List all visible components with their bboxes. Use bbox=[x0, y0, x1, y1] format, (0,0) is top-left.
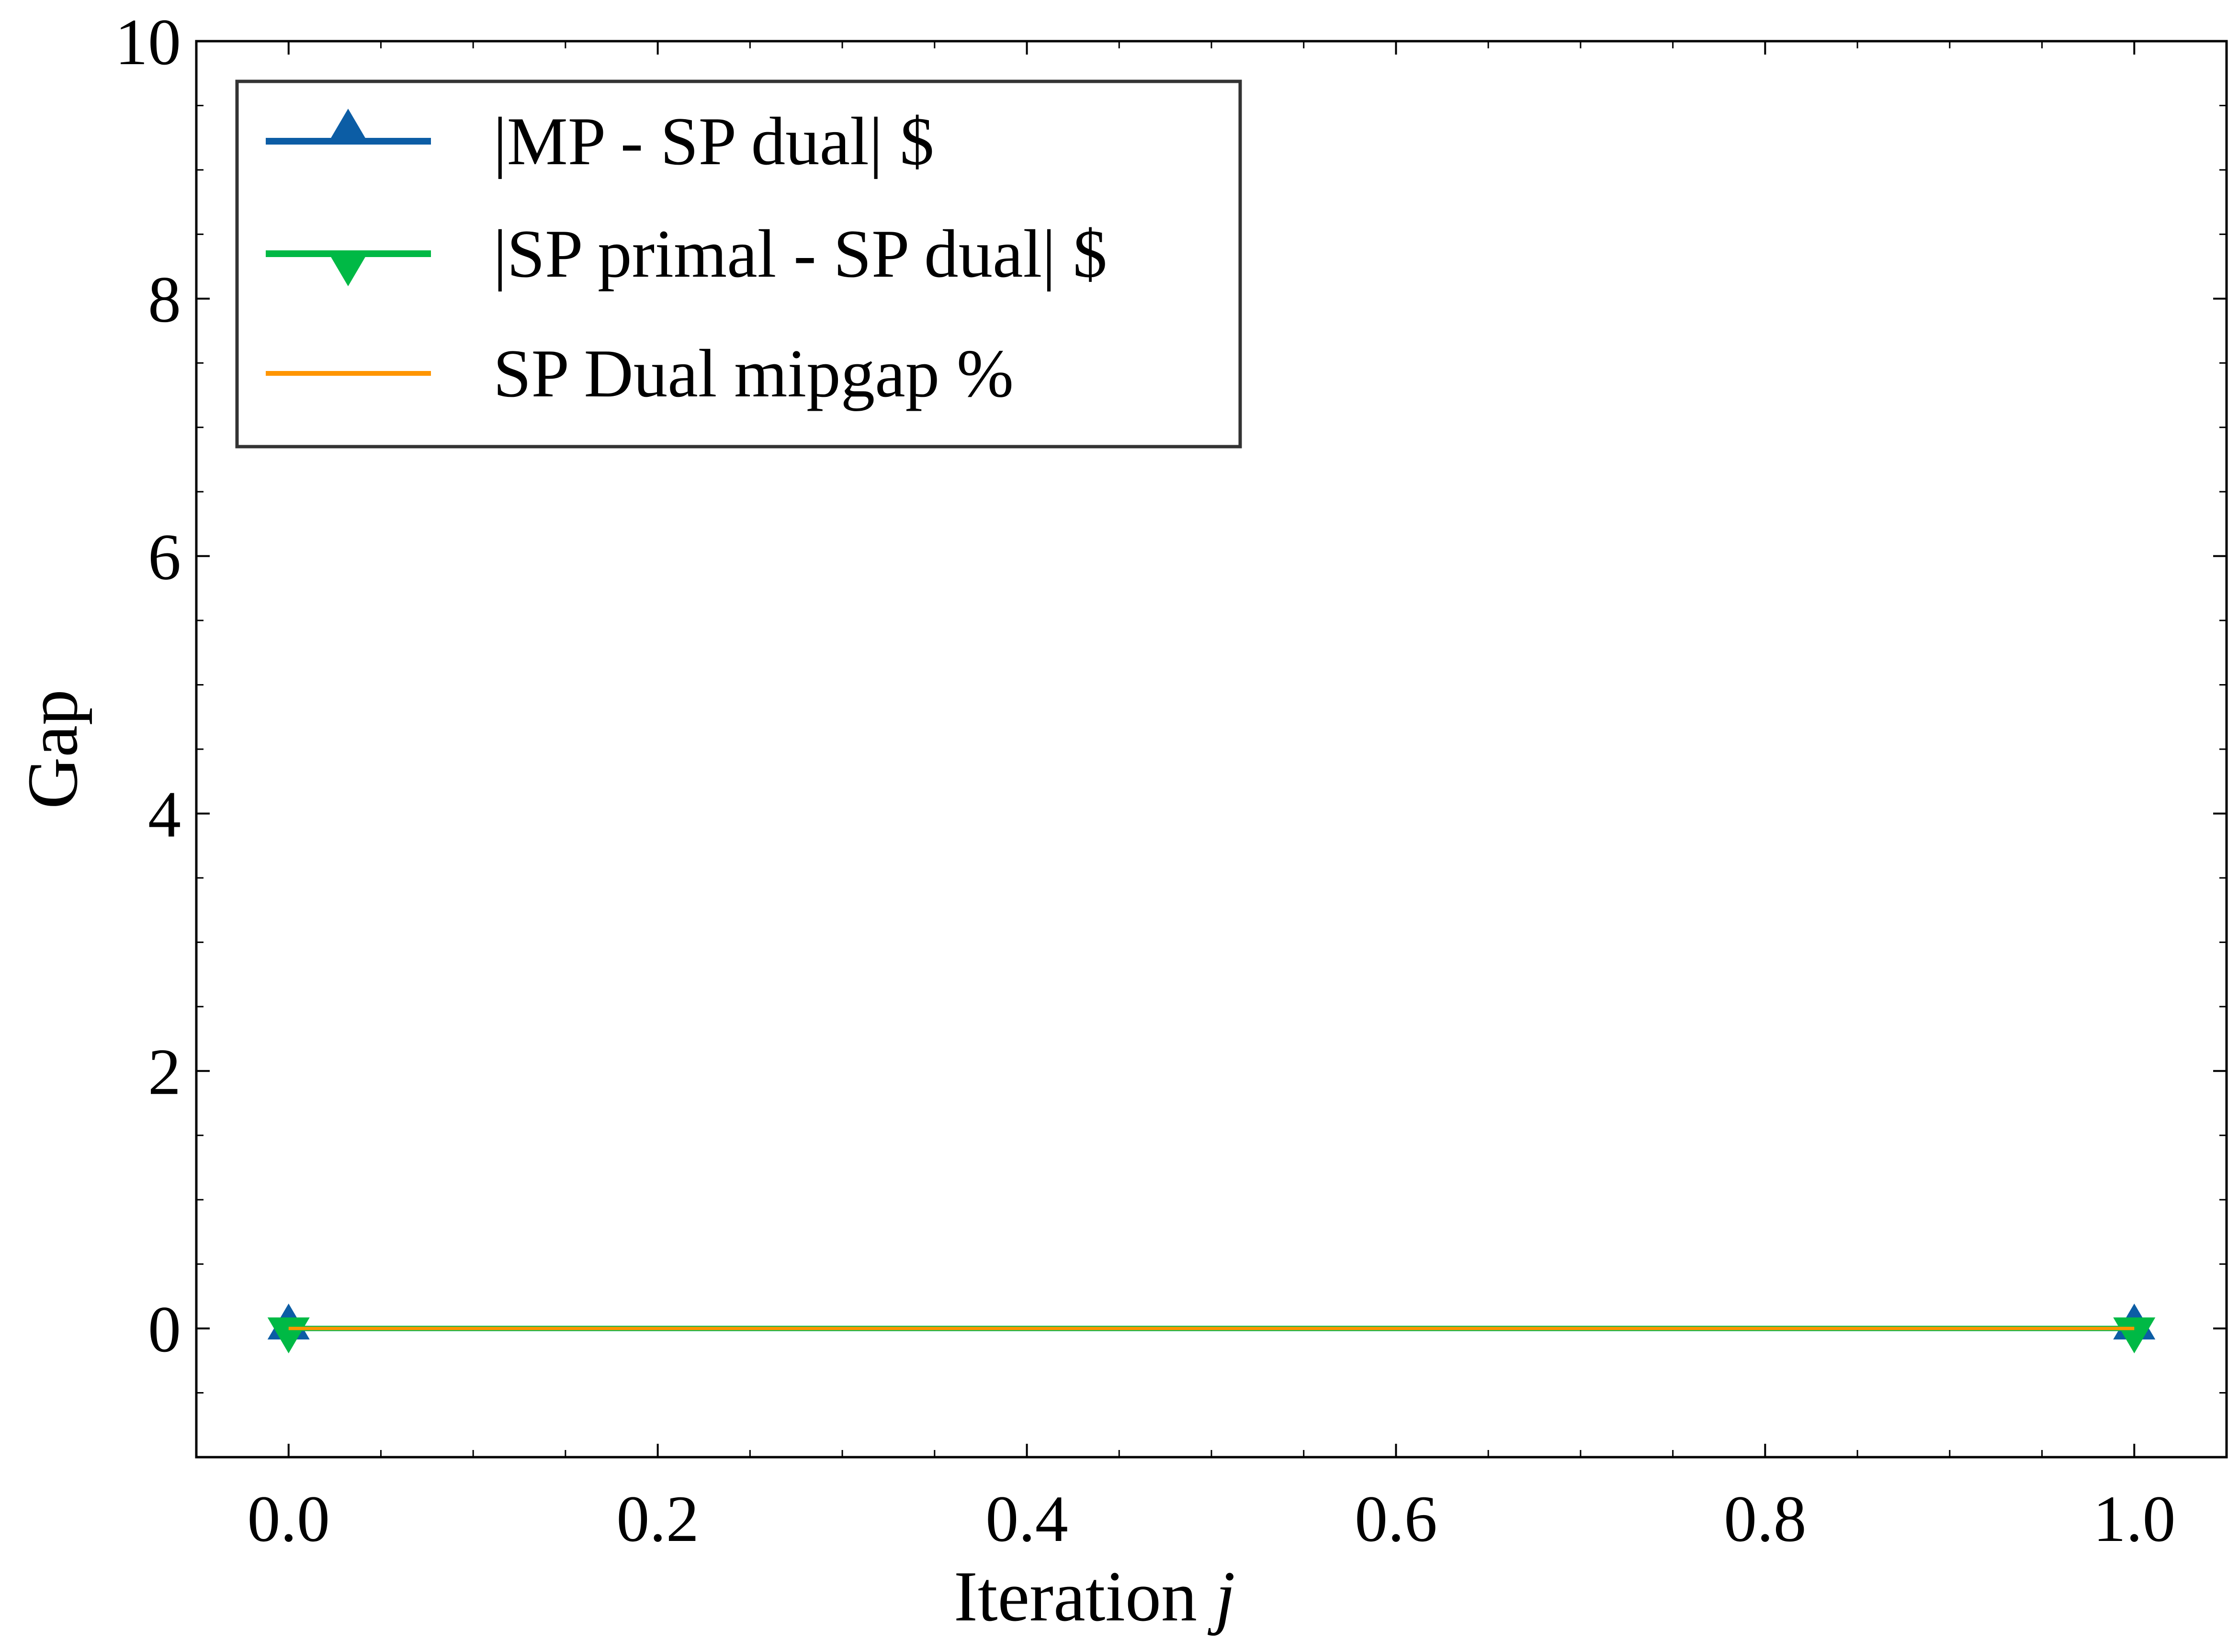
legend-label: SP Dual mipgap % bbox=[493, 336, 1014, 411]
y-tick-label: 0 bbox=[148, 1292, 181, 1366]
plot-frame bbox=[195, 40, 2228, 1459]
y-tick-label: 6 bbox=[148, 520, 181, 594]
legend: |MP - SP dual| $ |SP primal - SP dual| $ S… bbox=[235, 79, 1242, 449]
legend-label: |MP - SP dual| $ bbox=[493, 103, 934, 179]
y-tick-label: 2 bbox=[148, 1035, 181, 1108]
x-tick-label: 0.6 bbox=[1355, 1482, 1437, 1555]
y-tick-label: 8 bbox=[148, 263, 181, 336]
x-axis-label: Iteration bbox=[954, 1557, 1197, 1636]
y-axis-label: Gap bbox=[13, 689, 92, 809]
x-tick-label: 0.0 bbox=[247, 1482, 330, 1555]
x-tick-label: 1.0 bbox=[2093, 1482, 2176, 1555]
legend-marker bbox=[327, 109, 369, 145]
y-tick-label: 4 bbox=[148, 777, 181, 851]
series-layer bbox=[267, 1304, 2156, 1354]
x-tick-label: 0.4 bbox=[985, 1482, 1068, 1555]
tick-labels: 0.0 0.2 0.4 0.6 0.8 1.0 0 2 4 6 8 10 bbox=[115, 5, 2176, 1555]
x-axis-variable: j bbox=[1207, 1557, 1235, 1636]
legend-marker bbox=[327, 250, 369, 286]
x-tick-label: 0.8 bbox=[1724, 1482, 1807, 1555]
legend-label: |SP primal - SP dual| $ bbox=[493, 216, 1107, 292]
data-point-marker bbox=[2113, 1317, 2156, 1354]
y-tick-label: 10 bbox=[115, 5, 181, 79]
x-tick-label: 0.2 bbox=[616, 1482, 699, 1555]
data-point-marker bbox=[267, 1317, 310, 1354]
